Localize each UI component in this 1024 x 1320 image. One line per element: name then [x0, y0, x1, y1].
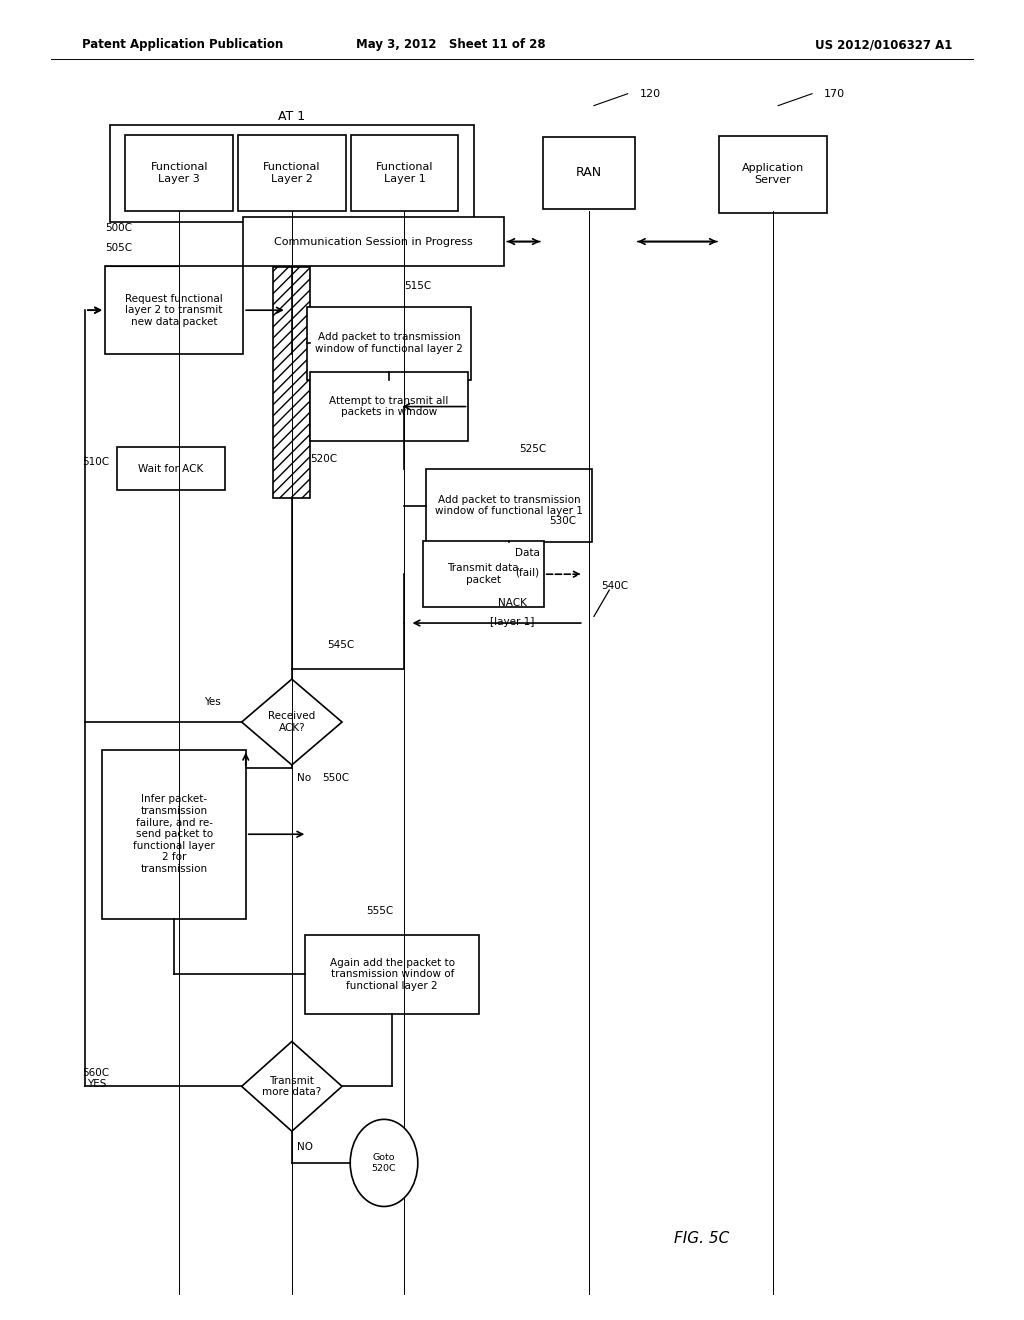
Text: 550C: 550C	[323, 774, 349, 783]
Text: 555C: 555C	[367, 906, 394, 916]
Text: RAN: RAN	[575, 166, 602, 180]
Circle shape	[350, 1119, 418, 1206]
FancyBboxPatch shape	[719, 136, 827, 213]
Text: Goto
520C: Goto 520C	[372, 1154, 396, 1172]
Text: May 3, 2012   Sheet 11 of 28: May 3, 2012 Sheet 11 of 28	[355, 38, 546, 51]
FancyBboxPatch shape	[273, 267, 310, 498]
Text: Functional
Layer 1: Functional Layer 1	[376, 162, 433, 183]
Polygon shape	[242, 1041, 342, 1131]
Text: 545C: 545C	[328, 640, 355, 651]
FancyBboxPatch shape	[110, 125, 474, 222]
Text: 520C: 520C	[310, 454, 337, 465]
Text: 500C: 500C	[105, 223, 132, 234]
Text: Again add the packet to
transmission window of
functional layer 2: Again add the packet to transmission win…	[330, 957, 455, 991]
Text: Wait for ACK: Wait for ACK	[138, 463, 204, 474]
Text: 560C: 560C	[82, 1068, 109, 1078]
FancyBboxPatch shape	[104, 267, 244, 354]
Text: 120: 120	[640, 88, 662, 99]
FancyBboxPatch shape	[117, 446, 224, 490]
FancyBboxPatch shape	[307, 306, 471, 380]
Text: YES: YES	[87, 1078, 106, 1089]
Text: Data: Data	[515, 548, 540, 558]
Text: Functional
Layer 3: Functional Layer 3	[151, 162, 208, 183]
Text: Functional
Layer 2: Functional Layer 2	[263, 162, 321, 183]
Text: Add packet to transmission
window of functional layer 1: Add packet to transmission window of fun…	[435, 495, 583, 516]
FancyBboxPatch shape	[543, 136, 635, 209]
Text: Application
Server: Application Server	[742, 164, 804, 185]
Text: Add packet to transmission
window of functional layer 2: Add packet to transmission window of fun…	[315, 333, 463, 354]
FancyBboxPatch shape	[426, 469, 592, 541]
Text: Yes: Yes	[205, 697, 221, 708]
FancyBboxPatch shape	[305, 935, 479, 1014]
Text: NO: NO	[297, 1142, 313, 1152]
FancyBboxPatch shape	[309, 372, 469, 441]
Text: Transmit
more data?: Transmit more data?	[262, 1076, 322, 1097]
Text: 170: 170	[824, 88, 846, 99]
Text: 510C: 510C	[82, 457, 109, 467]
FancyBboxPatch shape	[102, 750, 246, 919]
Text: Request functional
layer 2 to transmit
new data packet: Request functional layer 2 to transmit n…	[125, 293, 223, 327]
Text: Transmit data
packet: Transmit data packet	[447, 564, 519, 585]
Text: NACK: NACK	[498, 598, 526, 609]
Text: No: No	[297, 774, 311, 783]
Text: 525C: 525C	[519, 444, 547, 454]
Text: Infer packet-
transmission
failure, and re-
send packet to
functional layer
2 fo: Infer packet- transmission failure, and …	[133, 795, 215, 874]
Polygon shape	[242, 678, 342, 766]
Text: US 2012/0106327 A1: US 2012/0106327 A1	[815, 38, 952, 51]
Text: 505C: 505C	[105, 243, 132, 253]
Text: Received
ACK?: Received ACK?	[268, 711, 315, 733]
Text: Attempt to transmit all
packets in window: Attempt to transmit all packets in windo…	[330, 396, 449, 417]
FancyBboxPatch shape	[125, 135, 232, 211]
Text: 515C: 515C	[404, 281, 432, 292]
FancyBboxPatch shape	[350, 135, 459, 211]
Text: Communication Session in Progress: Communication Session in Progress	[274, 236, 473, 247]
Text: FIG. 5C: FIG. 5C	[674, 1230, 729, 1246]
Text: Patent Application Publication: Patent Application Publication	[82, 38, 284, 51]
FancyBboxPatch shape	[238, 135, 345, 211]
FancyBboxPatch shape	[244, 216, 504, 267]
Text: (fail): (fail)	[515, 568, 540, 578]
Text: 530C: 530C	[549, 516, 575, 527]
Text: AT 1: AT 1	[279, 110, 305, 123]
FancyBboxPatch shape	[423, 541, 544, 607]
Text: [layer 1]: [layer 1]	[489, 616, 535, 627]
Text: 540C: 540C	[601, 581, 628, 591]
